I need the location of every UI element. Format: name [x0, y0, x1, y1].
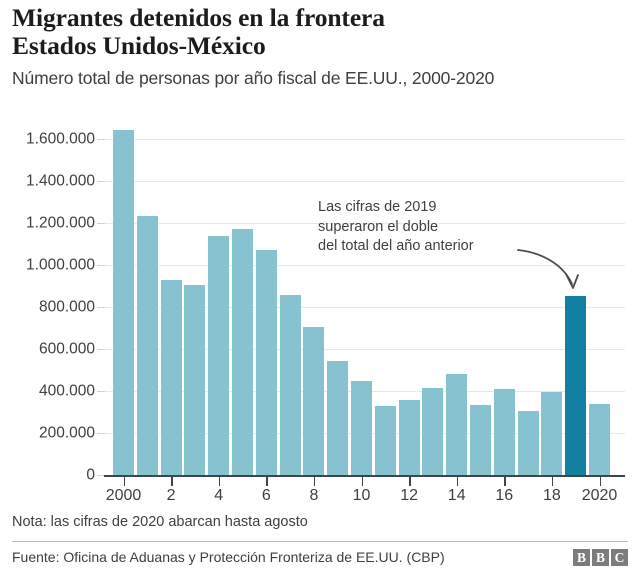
y-axis-tick: [97, 181, 105, 182]
y-axis-tick: [97, 307, 105, 308]
bbc-logo: B B C: [573, 549, 628, 566]
y-axis-label: 0: [86, 466, 95, 484]
y-axis-label: 1.000.000: [26, 256, 95, 274]
bar-highlighted: [565, 296, 587, 475]
bar: [374, 406, 396, 475]
x-axis-tick: [504, 477, 506, 486]
gridline: [104, 265, 625, 266]
x-axis-tick: [599, 477, 602, 486]
y-axis-tick: [97, 391, 105, 392]
x-axis-tick: [218, 477, 221, 486]
bar: [279, 294, 301, 475]
x-axis-tick: [171, 477, 173, 486]
y-axis-label: 1.600.000: [26, 130, 95, 148]
chart-note: Nota: las cifras de 2020 abarcan hasta a…: [12, 514, 308, 530]
gridline: [104, 139, 625, 140]
gridline: [104, 349, 625, 350]
x-axis-label: 18: [542, 487, 561, 504]
x-axis-tick: [456, 477, 459, 486]
y-axis-label: 200.000: [38, 424, 95, 442]
y-axis-label: 1.200.000: [26, 214, 95, 232]
x-axis-label: 8: [309, 487, 319, 504]
x-axis-label: 10: [352, 487, 371, 504]
title-line-2: Estados Unidos-México: [12, 31, 266, 60]
x-axis-label: 12: [400, 487, 418, 504]
gridline: [104, 181, 625, 182]
bar: [255, 249, 277, 475]
bar: [232, 229, 253, 475]
annotation-2019: Las cifras de 2019 superaron el doble de…: [318, 198, 474, 257]
y-axis-label: 1.400.000: [26, 172, 95, 190]
bbc-logo-letter-3: C: [611, 549, 628, 566]
bar: [113, 129, 134, 475]
bar: [422, 387, 444, 475]
bar: [208, 235, 230, 475]
bar: [351, 380, 372, 475]
bar: [184, 284, 206, 475]
annotation-line-3: del total del año anterior: [318, 238, 474, 254]
footer-divider: [12, 541, 628, 542]
annotation-arrow-icon: [517, 249, 579, 289]
chart-header: Migrantes detenidos en la frontera Estad…: [12, 4, 632, 89]
x-axis-tick: [551, 477, 554, 486]
y-axis-tick: [97, 475, 105, 476]
annotation-line-2: superaron el doble: [318, 218, 439, 235]
bar: [327, 361, 349, 475]
y-axis-label: 800.000: [38, 298, 95, 316]
bar: [470, 405, 491, 475]
chart-subtitle: Número total de personas por año fiscal …: [12, 68, 495, 88]
annotation-line-1: Las cifras de 2019: [318, 199, 437, 215]
bar: [493, 389, 515, 475]
y-axis-label: 600.000: [38, 340, 95, 358]
x-axis-line: [104, 474, 625, 477]
y-axis-tick: [97, 433, 105, 434]
bbc-logo-letter-2: B: [592, 549, 609, 566]
bar: [160, 279, 182, 475]
gridline: [104, 307, 625, 308]
x-axis-label: 2: [166, 487, 176, 504]
y-axis-tick: [97, 265, 105, 266]
y-axis-tick: [97, 223, 105, 224]
gridline: [104, 223, 625, 224]
page-title: Migrantes detenidos en la frontera Estad…: [12, 4, 632, 60]
plot-area: 0 200.000 400.000 600.000 800.000 1.000.000 1.…: [0, 110, 640, 482]
bar: [446, 374, 468, 475]
x-axis-tick: [409, 477, 411, 486]
x-axis: 2000 2 4 6 8 10 12 14 16 18 2020: [0, 477, 640, 509]
x-axis-tick: [313, 477, 316, 486]
x-axis-label: 6: [261, 487, 271, 504]
bar: [136, 215, 158, 475]
title-line-1: Migrantes detenidos en la frontera: [12, 3, 385, 32]
x-axis-tick: [123, 477, 126, 486]
x-axis-label: 2020: [581, 487, 618, 504]
x-axis-tick: [361, 477, 364, 486]
x-axis-label: 2000: [105, 487, 142, 504]
x-axis-tick: [266, 477, 268, 486]
chart-source: Fuente: Oficina de Aduanas y Protección …: [12, 549, 445, 565]
gridlines: 0 200.000 400.000 600.000 800.000 1.000.000 1.…: [0, 110, 640, 482]
x-axis-label: 4: [214, 487, 224, 504]
y-axis-tick: [97, 139, 105, 140]
bar: [517, 411, 539, 475]
y-axis-tick: [97, 349, 105, 350]
x-axis-label: 16: [495, 487, 514, 504]
bar: [541, 391, 563, 475]
bar: [589, 403, 610, 475]
bbc-logo-letter-1: B: [573, 549, 590, 566]
bar-series: [0, 110, 640, 482]
y-axis-label: 400.000: [38, 382, 95, 400]
bar: [303, 326, 325, 475]
bar: [398, 400, 420, 475]
x-axis-label: 14: [447, 487, 466, 504]
